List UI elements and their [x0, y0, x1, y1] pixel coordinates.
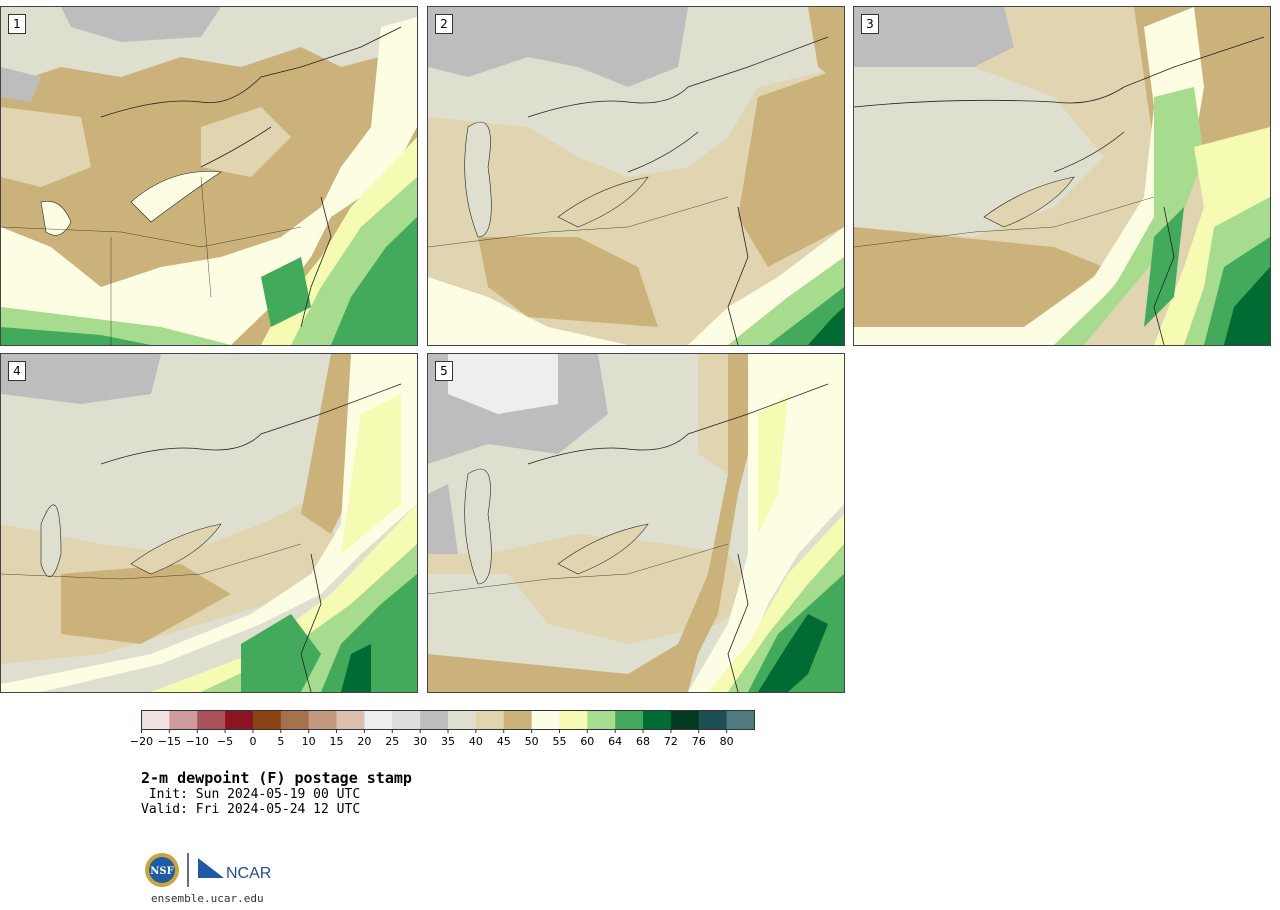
colorbar-tick-label: 80: [719, 735, 734, 748]
colorbar-tick-label: 68: [636, 735, 651, 748]
colorbar-swatch: [587, 710, 616, 730]
colorbar-tick-label: 25: [385, 735, 400, 748]
colorbar-swatch: [726, 710, 755, 730]
website-label: ensemble.ucar.edu: [151, 892, 264, 905]
colorbar-swatch: [308, 710, 337, 730]
colorbar-tick-label: 40: [468, 735, 483, 748]
colorbar-swatch: [392, 710, 421, 730]
dewpoint-map-5: [428, 354, 844, 692]
colorbar-tick-label: 76: [691, 735, 706, 748]
colorbar-tick-label: 60: [580, 735, 595, 748]
dewpoint-map-2: [428, 7, 844, 345]
ncar-logo-icon: [198, 858, 224, 878]
colorbar-swatch: [225, 710, 254, 730]
colorbar-swatch: [670, 710, 700, 730]
colorbar-swatch: [531, 710, 560, 730]
chart-title: 2-m dewpoint (F) postage stamp: [141, 769, 412, 787]
map-panel-2[interactable]: 2: [427, 6, 845, 346]
colorbar-swatch: [615, 710, 644, 730]
colorbar-swatch: [252, 710, 282, 730]
map-panel-1[interactable]: 1: [0, 6, 418, 346]
colorbar-tick-label: 55: [552, 735, 567, 748]
colorbar: [141, 710, 755, 733]
colorbar-tick-label: 35: [441, 735, 455, 748]
colorbar-swatch: [698, 710, 727, 730]
colorbar-swatch: [448, 710, 477, 730]
colorbar-tick-label: 72: [663, 735, 678, 748]
panel-number-2: 2: [435, 14, 453, 34]
colorbar-swatch: [420, 710, 449, 730]
colorbar-swatch: [141, 710, 170, 730]
colorbar-tick-label: 30: [413, 735, 428, 748]
colorbar-tick-label: −20: [129, 735, 154, 748]
colorbar-swatch: [503, 710, 532, 730]
colorbar-tick-label: 45: [496, 735, 511, 748]
colorbar-tick-label: −15: [157, 735, 181, 748]
colorbar-swatch: [364, 710, 393, 730]
colorbar-swatch: [475, 710, 505, 730]
colorbar-tick-label: 5: [277, 735, 285, 748]
dewpoint-map-4: [1, 354, 417, 692]
colorbar-swatch: [336, 710, 365, 730]
colorbar-swatch: [280, 710, 309, 730]
colorbar-swatch: [559, 710, 588, 730]
map-panel-5[interactable]: 5: [427, 353, 845, 693]
colorbar-swatch: [197, 710, 226, 730]
colorbar-swatch: [643, 710, 672, 730]
map-panel-3[interactable]: 3: [853, 6, 1271, 346]
colorbar-tick-label: 20: [357, 735, 372, 748]
panel-number-5: 5: [435, 361, 453, 381]
colorbar-tick-label: −5: [216, 735, 234, 748]
colorbar-tick-label: −10: [185, 735, 209, 748]
colorbar-tick-label: 64: [608, 735, 623, 748]
dewpoint-map-1: [1, 7, 417, 345]
dewpoint-map-3: [854, 7, 1270, 345]
colorbar-tick-label: 0: [249, 735, 257, 748]
colorbar-tick-label: 10: [301, 735, 316, 748]
panel-number-1: 1: [8, 14, 26, 34]
valid-time: Valid: Fri 2024-05-24 12 UTC: [141, 802, 361, 817]
nsf-ncar-logo: NSF NCAR: [145, 853, 271, 887]
colorbar-tick-label: 50: [524, 735, 539, 748]
colorbar-swatch: [169, 710, 198, 730]
svg-text:NSF: NSF: [150, 866, 173, 877]
init-time: Init: Sun 2024-05-19 00 UTC: [141, 787, 361, 802]
map-panel-4[interactable]: 4: [0, 353, 418, 693]
panel-number-4: 4: [8, 361, 26, 381]
panel-number-3: 3: [861, 14, 879, 34]
svg-text:NCAR: NCAR: [226, 865, 271, 882]
colorbar-tick-label: 15: [329, 735, 344, 748]
